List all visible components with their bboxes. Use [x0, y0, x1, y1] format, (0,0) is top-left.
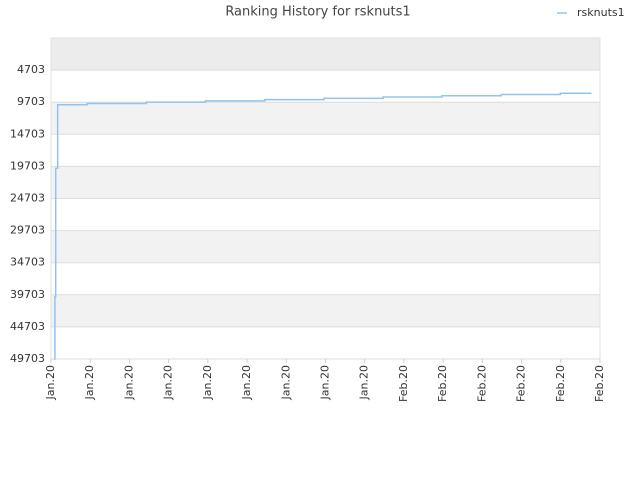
band [51, 38, 600, 71]
x-tick-label: Jan.20 [279, 365, 292, 400]
series-line [54, 92, 592, 360]
x-tick-label: Jan.20 [83, 365, 96, 400]
y-tick-label: 24703 [10, 192, 45, 205]
band [51, 70, 600, 103]
x-tick-label: Jan.20 [358, 365, 371, 400]
y-tick-label: 14703 [10, 127, 45, 140]
y-tick-label: 9703 [17, 95, 45, 108]
x-tick-label: Jan.20 [319, 365, 332, 400]
y-tick-label: 44703 [10, 320, 45, 333]
x-tick-label: Jan.20 [201, 365, 214, 400]
y-tick-label: 34703 [10, 256, 45, 269]
y-tick-label: 4703 [17, 63, 45, 76]
x-tick-label: Feb.20 [593, 365, 606, 402]
x-tick-label: Jan.20 [44, 365, 57, 400]
x-tick-label: Jan.20 [240, 365, 253, 400]
x-tick-label: Feb.20 [554, 365, 567, 402]
x-tick-label: Jan.20 [122, 365, 135, 400]
band [51, 230, 600, 263]
y-tick-label: 49703 [10, 352, 45, 365]
y-tick-label: 39703 [10, 288, 45, 301]
y-tick-label: 29703 [10, 224, 45, 237]
band [51, 198, 600, 231]
x-tick-label: Feb.20 [515, 365, 528, 402]
band [51, 102, 600, 135]
x-tick-label: Jan.20 [162, 365, 175, 400]
x-tick-label: Feb.20 [436, 365, 449, 402]
x-tick-label: Feb.20 [397, 365, 410, 402]
band [51, 294, 600, 327]
y-tick-label: 19703 [10, 159, 45, 172]
chart-title: Ranking History for rsknuts1 [225, 5, 410, 20]
legend-label: rsknuts1 [577, 6, 625, 19]
band [51, 262, 600, 295]
x-tick-label: Feb.20 [475, 365, 488, 402]
band [51, 326, 600, 359]
band [51, 166, 600, 199]
band [51, 134, 600, 167]
